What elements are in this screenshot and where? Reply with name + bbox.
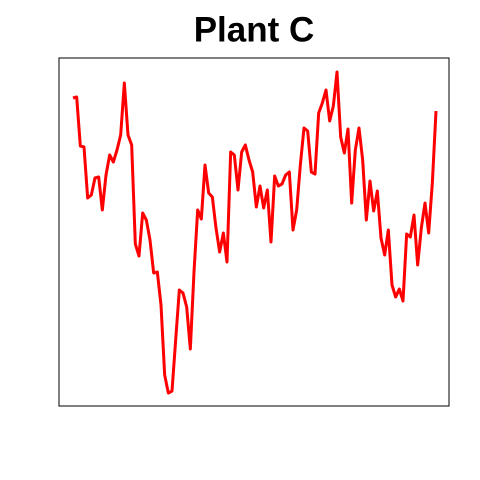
- plot-frame: [58, 57, 450, 407]
- data-line: [72, 70, 438, 395]
- chart-title: Plant C: [194, 10, 315, 49]
